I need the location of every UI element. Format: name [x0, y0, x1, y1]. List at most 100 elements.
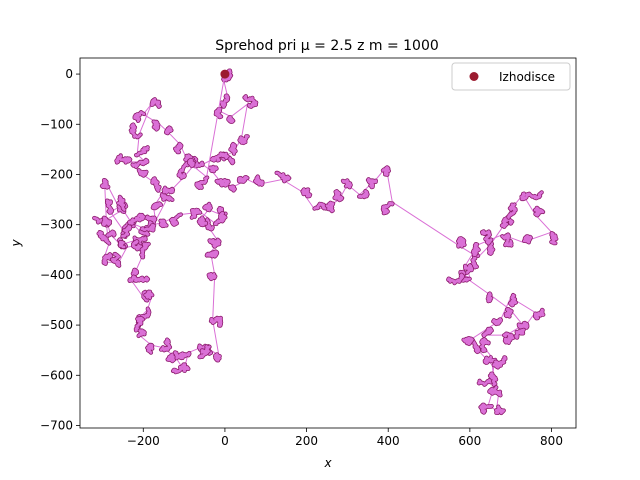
walk-left-cluster — [171, 363, 190, 374]
walk-right-cluster — [456, 236, 466, 248]
walk-right-cluster — [215, 178, 230, 187]
origin-layer — [220, 69, 230, 79]
walk-right-cluster — [333, 189, 344, 202]
y-tick-label: 0 — [65, 67, 73, 81]
walk-left-cluster — [177, 161, 189, 180]
walk-right-cluster — [479, 403, 494, 414]
y-tick-label: −300 — [40, 218, 73, 232]
walk-left-cluster — [162, 186, 175, 194]
walk-right-cluster — [517, 321, 529, 330]
walk-left-cluster — [197, 344, 208, 352]
walk-right-cluster — [520, 191, 544, 201]
legend-entry-origin: Izhodisce — [499, 70, 555, 84]
walk-left-cluster — [152, 120, 160, 131]
walk-right-cluster — [381, 166, 391, 177]
plot-frame — [79, 57, 577, 429]
walk-right-cluster — [487, 385, 502, 397]
walk-left-cluster — [195, 176, 209, 190]
x-tick-label: 0 — [221, 434, 229, 448]
walk-right-cluster — [533, 206, 545, 217]
walk-right-cluster — [220, 94, 230, 108]
walk-left-cluster — [151, 177, 161, 192]
walk-right-cluster — [237, 175, 249, 184]
walk-right-cluster — [492, 355, 507, 369]
walk-right-cluster — [341, 179, 353, 189]
walk-left-cluster — [146, 343, 154, 354]
walk-left-cluster — [203, 202, 213, 212]
walk-left-cluster — [106, 230, 116, 237]
walk-left-cluster — [134, 316, 145, 332]
y-tick-label: −500 — [40, 318, 73, 332]
walk-right-cluster — [480, 230, 493, 245]
walk-right-cluster — [470, 338, 481, 354]
walk-left-cluster — [131, 239, 143, 251]
y-tick-label: −600 — [40, 368, 73, 382]
walk-right-cluster — [471, 242, 481, 257]
walk-right-cluster — [275, 171, 291, 183]
walk-right-cluster — [508, 293, 518, 307]
walk-right-cluster — [502, 332, 515, 345]
walk-right-cluster — [208, 165, 218, 173]
walk-right-jumps — [201, 73, 553, 412]
legend-box — [451, 62, 571, 91]
walk-right-cluster — [549, 231, 558, 245]
x-tick-label: 400 — [377, 434, 400, 448]
y-tick-label: −100 — [40, 117, 73, 131]
x-tick-label: 600 — [458, 434, 481, 448]
x-axis-label: x — [323, 456, 332, 470]
y-tick-label: −400 — [40, 268, 73, 282]
walk-right-cluster — [507, 203, 517, 219]
walk-right-cluster — [253, 175, 264, 186]
walk-left-cluster — [105, 199, 114, 214]
walk-right-cluster — [477, 377, 496, 387]
walk-right-cluster — [463, 263, 474, 275]
walk-right-cluster — [243, 94, 258, 108]
walk-right-cluster — [381, 201, 394, 215]
walk-right-cluster — [366, 177, 378, 189]
walk-left-cluster — [213, 352, 221, 362]
walk-right-cluster — [227, 115, 235, 124]
legend: Izhodisce — [451, 62, 571, 91]
walk-left-cluster — [187, 158, 195, 168]
walk-right-cluster — [228, 185, 237, 192]
walk-left-cluster — [173, 351, 191, 360]
walk-left-cluster — [190, 208, 202, 219]
plot-area — [92, 68, 559, 416]
walk-left-cluster — [140, 224, 156, 232]
walk-left-cluster — [133, 110, 146, 123]
walk-left-cluster — [127, 213, 145, 225]
walk-left-cluster — [110, 252, 121, 268]
walk-left-cluster — [144, 215, 157, 225]
walk-left-cluster — [207, 272, 217, 281]
walk-right-cluster — [500, 233, 513, 247]
walk-left-cluster — [101, 216, 112, 226]
chart-title: Sprehod pri μ = 2.5 z m = 1000 — [215, 38, 439, 54]
origin-point — [220, 69, 230, 79]
walk-left-cluster — [117, 195, 126, 211]
walk-right-cluster — [479, 337, 490, 353]
walk-left-cluster — [144, 290, 154, 300]
walk-left-cluster — [209, 316, 223, 327]
walk-left-cluster — [173, 142, 183, 154]
walk-left-cluster — [118, 240, 126, 249]
walk-left-cluster — [164, 126, 173, 135]
y-tick-label: −700 — [40, 418, 73, 432]
walk-left-cluster — [129, 123, 142, 139]
walk-right-cluster — [486, 292, 493, 303]
x-tick-label: 200 — [295, 434, 318, 448]
walk-left-cluster — [100, 178, 110, 189]
walk-left-cluster — [160, 192, 174, 202]
walk-right-cluster — [494, 405, 506, 415]
walk-right-cluster — [238, 135, 249, 145]
walk-left-cluster — [208, 238, 221, 248]
walk-right-cluster — [533, 308, 545, 320]
walk-right-cluster — [488, 372, 498, 387]
walk-left-cluster — [205, 250, 219, 258]
walk-right-cluster — [504, 307, 513, 318]
x-tick-label: 800 — [540, 434, 563, 448]
walk-right-cluster — [462, 336, 474, 346]
walk-left-cluster — [159, 219, 168, 228]
walk-right-cluster — [514, 328, 526, 339]
walk-left-cluster — [169, 213, 183, 226]
